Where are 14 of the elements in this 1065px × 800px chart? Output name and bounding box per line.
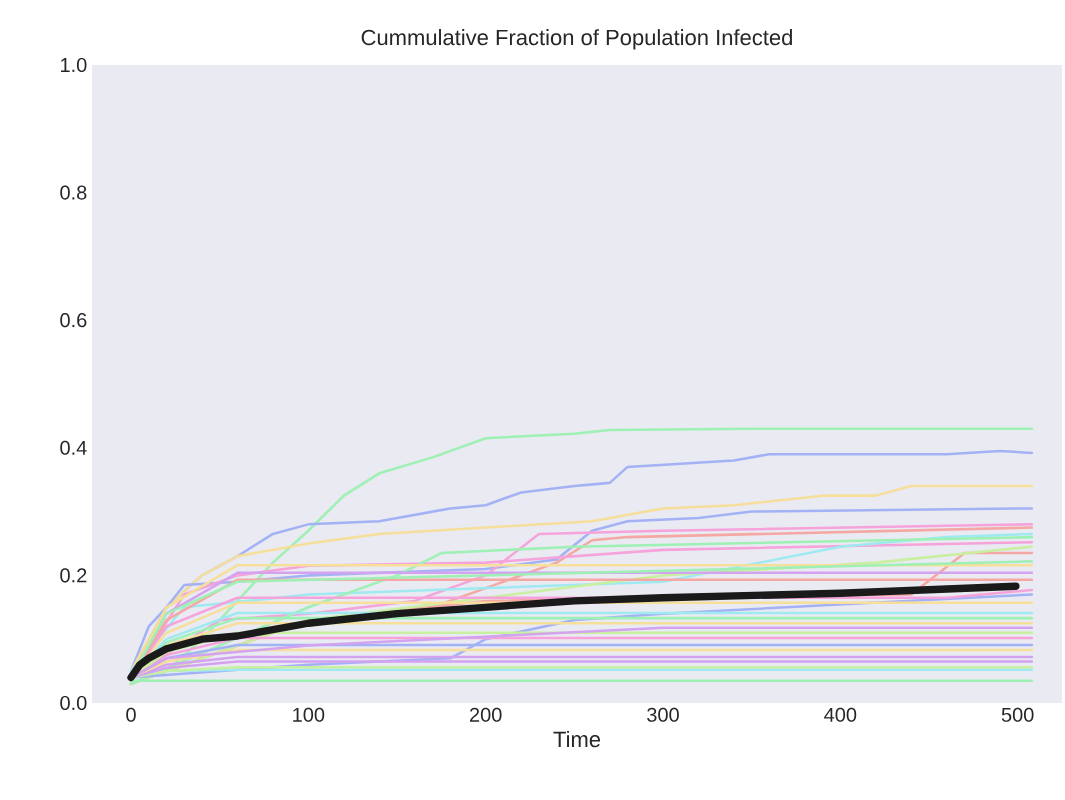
x-tick-label: 100 (293, 707, 325, 722)
x-tick-label: 300 (647, 707, 679, 722)
y-tick-label: 0.8 (60, 185, 87, 200)
y-tick-label: 0.2 (60, 568, 87, 583)
y-tick-label: 0.0 (60, 695, 87, 711)
chart-title: Cummulative Fraction of Population Infected (361, 29, 792, 50)
y-tick-label: 0.6 (60, 313, 87, 328)
x-tick-label: 0 (126, 707, 136, 722)
y-tick-label: 0.4 (60, 440, 87, 455)
x-axis-title: Time (553, 731, 601, 748)
y-tick-label: 1.0 (61, 57, 87, 73)
x-tick-label: 400 (824, 707, 857, 722)
x-tick-label: 200 (470, 707, 502, 722)
x-tick-label: 500 (1001, 707, 1034, 722)
